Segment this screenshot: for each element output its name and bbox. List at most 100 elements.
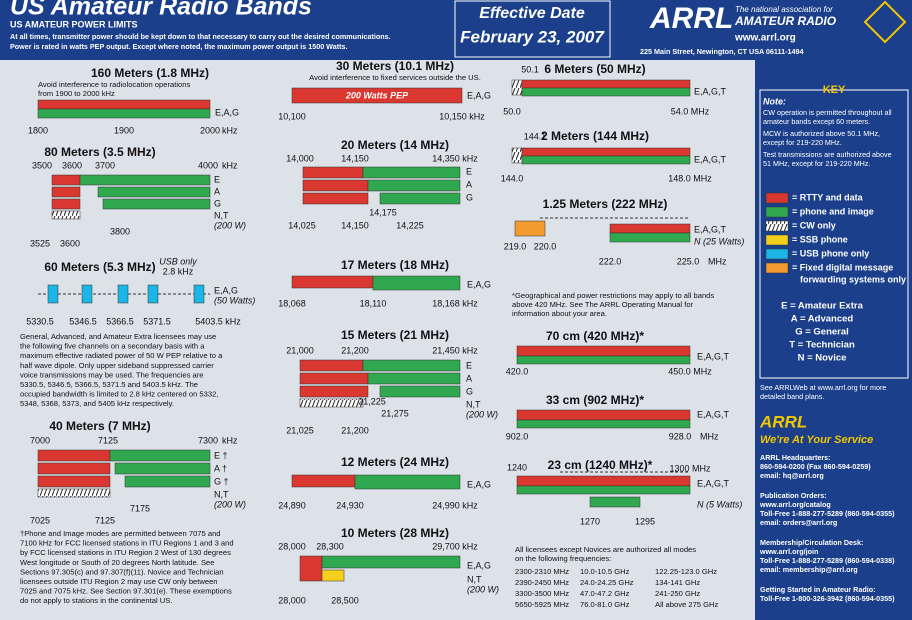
label: N (5 Watts) [697, 499, 742, 509]
label: www.arrl.org/join [759, 547, 818, 556]
label: 21,200 [341, 425, 369, 435]
label: 76.0-81.0 GHz [580, 600, 630, 609]
band-segment [37, 475, 111, 488]
label: = Fixed digital message [792, 262, 893, 272]
label: 902.0 [506, 431, 529, 441]
label: 14,225 [396, 220, 424, 230]
label: G † [214, 476, 229, 486]
band-segment [321, 569, 345, 582]
band-segment [299, 372, 369, 385]
label: the following five channels on a seconda… [20, 342, 205, 351]
label: 1800 [28, 125, 48, 135]
label: 21,200 [341, 345, 369, 355]
label: 5371.5 [143, 316, 171, 326]
label: by FCC licensed stations in ITU Region 2… [20, 548, 231, 557]
band-segment [51, 186, 81, 198]
label: half wave dipole. Only upper sideband su… [20, 361, 214, 370]
label: above 420 MHz. See The ARRL Operating Ma… [512, 300, 694, 309]
band-segment [521, 147, 691, 157]
label: 5346.5 [69, 316, 97, 326]
band-segment [516, 345, 691, 357]
band-segment [516, 355, 691, 365]
label: We're At Your Service [760, 434, 873, 446]
label: 14,025 [288, 220, 316, 230]
band-segment [97, 186, 211, 198]
label: on the following frequencies: [515, 554, 611, 563]
label: 3600 [60, 238, 80, 248]
label: 10,150 kHz [439, 111, 485, 121]
label: 14,350 kHz [432, 153, 478, 163]
label: G = General [795, 327, 849, 338]
label: N,T [214, 489, 229, 499]
label: MHz [708, 256, 727, 266]
label: 222.0 [599, 256, 622, 266]
logo [863, 0, 907, 44]
band-segment [37, 462, 111, 475]
label: A † [214, 463, 227, 473]
label: E,A,G [467, 479, 491, 489]
label: Power is rated in watts PEP output. Exce… [10, 42, 347, 51]
label: Effective Date [479, 5, 585, 22]
label: 47.0-47.2 GHz [580, 589, 630, 598]
label: 148.0 MHz [668, 173, 712, 183]
label: voice transmissions may be used. The fre… [20, 370, 203, 379]
label: 30 Meters (10.1 MHz) [336, 59, 454, 73]
band-segment [37, 108, 211, 119]
label: 7025 [30, 515, 50, 525]
label: 28,500 [331, 595, 359, 605]
label: 7025 and 7075 kHz. See Section 97.301(e)… [20, 587, 232, 596]
label: 40 Meters (7 MHz) [49, 419, 150, 433]
label: = RTTY and data [792, 192, 864, 202]
band-segment [765, 248, 789, 260]
label: 860-594-0200 (Fax 860-594-0259) [760, 462, 871, 471]
band-segment [47, 284, 59, 304]
label: Toll-Free 1-888-277-5289 (860-594-0355) [760, 509, 895, 518]
label: 219.0 [504, 241, 527, 251]
label: 3800 [110, 226, 130, 236]
label: (200 W) [467, 584, 499, 594]
label: 14,150 [341, 220, 369, 230]
label: 7125 [95, 515, 115, 525]
label: = USB phone only [792, 248, 869, 258]
label: US AMATEUR POWER LIMITS [10, 19, 138, 29]
label: 50.1 [521, 64, 539, 74]
label: E [466, 360, 472, 370]
label: 1295 [635, 516, 655, 526]
label: US Amateur Radio Bands [10, 0, 312, 21]
label: †Phone and Image modes are permitted bet… [20, 529, 221, 538]
label: MHz [700, 431, 719, 441]
label: email: orders@arrl.org [760, 518, 837, 527]
label: 21,275 [381, 408, 409, 418]
label: 3600 [62, 160, 82, 170]
label: E,A,G [467, 560, 491, 570]
label: 21,450 kHz [432, 345, 478, 355]
side-panel [755, 60, 912, 620]
label: 1240 [507, 462, 527, 472]
label: 2300-2310 MHz [515, 567, 569, 576]
label: 21,025 [286, 425, 314, 435]
band-segment [354, 474, 461, 490]
label: N,T [467, 574, 482, 584]
label: 144.1 [524, 131, 547, 141]
label: email: hq@arrl.org [760, 471, 824, 480]
label: N,T [214, 210, 229, 220]
band-segment [51, 174, 81, 186]
label: 10 Meters (28 MHz) [341, 526, 449, 540]
label: 18,168 kHz [432, 298, 478, 308]
label: 5403.5 kHz [195, 316, 241, 326]
label: (200 W) [214, 220, 246, 230]
label: A [214, 186, 220, 196]
band-segment [302, 192, 369, 205]
band-segment [299, 385, 369, 398]
band-segment [37, 488, 111, 498]
band-segment [609, 223, 691, 234]
band-segment [367, 372, 461, 385]
label: 10.0-10.5 GHz [580, 567, 630, 576]
band-segment [589, 496, 641, 508]
label: Sections 97.305(c) and 97.307(f)(11). No… [20, 567, 224, 576]
label: N = Novice [798, 353, 847, 364]
label: (200 W) [466, 409, 498, 419]
label: 200 Watts PEP [345, 90, 409, 100]
label: 928.0 [669, 431, 692, 441]
